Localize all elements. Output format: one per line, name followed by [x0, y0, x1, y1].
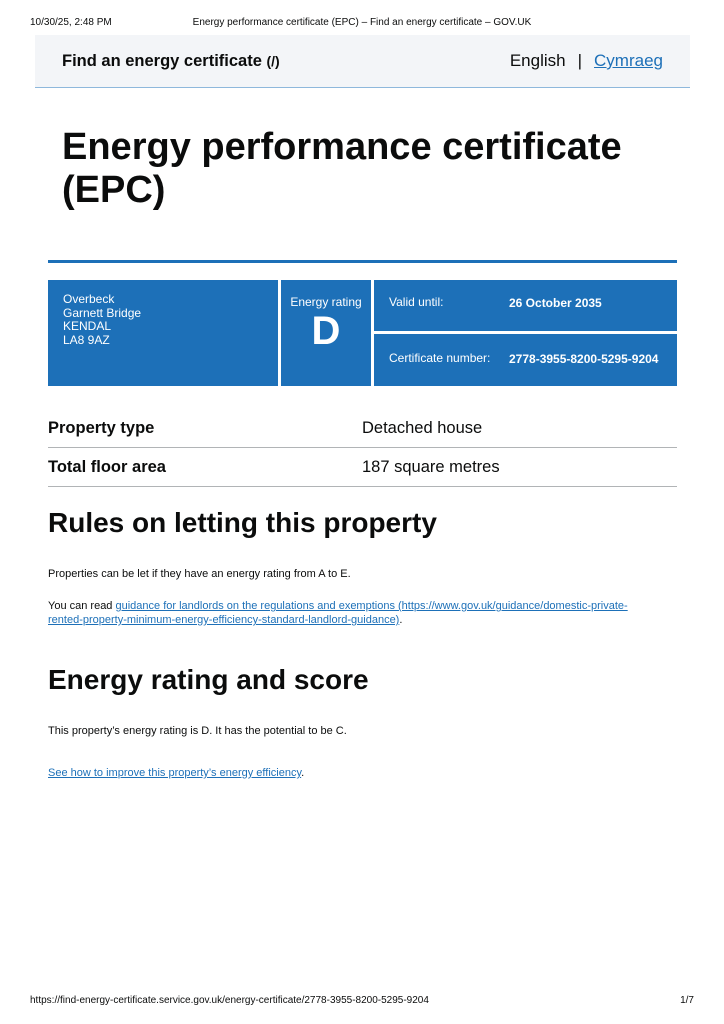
guidance-suffix: . [399, 614, 403, 626]
property-address: Overbeck Garnett Bridge KENDAL LA8 9AZ [48, 280, 278, 386]
valid-until-value: 26 October 2035 [509, 296, 602, 310]
landlord-guidance-link[interactable]: guidance for landlords on the regulation… [48, 600, 628, 626]
property-type-label: Property type [48, 418, 155, 437]
service-name: Find an energy certificate [62, 51, 262, 70]
property-details: Property type Detached house Total floor… [48, 409, 677, 487]
letting-heading: Rules on letting this property [48, 507, 437, 538]
service-link-url: (/) [266, 52, 280, 69]
print-header: 10/30/25, 2:48 PM Energy performance cer… [30, 17, 694, 28]
floor-area-row: Total floor area 187 square metres [48, 448, 677, 487]
energy-rating-box: Energy rating D [281, 280, 371, 386]
print-url: https://find-energy-certificate.service.… [30, 995, 429, 1006]
site-header: Find an energy certificate (/) English |… [35, 35, 690, 88]
address-line: LA8 9AZ [63, 332, 110, 347]
floor-area-label: Total floor area [48, 457, 166, 476]
certificate-number-label: Certificate number: [389, 350, 491, 365]
print-title: Energy performance certificate (EPC) – F… [192, 17, 532, 28]
page-title: Energy performance certificate (EPC) [62, 126, 622, 211]
floor-area-value: 187 square metres [362, 457, 500, 476]
service-name-link[interactable]: Find an energy certificate (/) [62, 52, 280, 71]
address-line: Overbeck [63, 292, 115, 306]
address-line: KENDAL [63, 319, 112, 333]
certificate-details: Valid until: 26 October 2035 Certificate… [374, 280, 677, 386]
valid-until-label: Valid until: [389, 295, 444, 309]
energy-rating-label: Energy rating [290, 295, 362, 309]
rating-paragraph: This property’s energy rating is D. It h… [48, 725, 347, 737]
certificate-number-row: Certificate number: 2778-3955-8200-5295-… [374, 333, 677, 386]
property-type-row: Property type Detached house [48, 409, 677, 448]
improve-paragraph: See how to improve this property’s energ… [48, 766, 658, 780]
valid-until-row: Valid until: 26 October 2035 [374, 280, 677, 331]
property-type-value: Detached house [362, 418, 483, 437]
letting-paragraph: Properties can be let if they have an en… [48, 568, 351, 580]
address-line: Garnett Bridge [63, 305, 142, 320]
lang-separator: | [577, 51, 583, 70]
section-divider [48, 260, 677, 263]
print-page-number: 1/7 [680, 995, 694, 1006]
lang-english: English [509, 51, 566, 70]
improve-suffix: . [301, 767, 305, 779]
letting-guidance-paragraph: You can read guidance for landlords on t… [48, 599, 658, 627]
energy-rating-letter: D [311, 309, 341, 353]
print-datetime: 10/30/25, 2:48 PM [30, 17, 112, 28]
language-switcher: English | Cymraeg [510, 51, 663, 71]
lang-cymraeg-link[interactable]: Cymraeg [594, 51, 663, 70]
rating-heading: Energy rating and score [48, 664, 369, 695]
guidance-prefix: You can read [48, 600, 116, 612]
improve-efficiency-link[interactable]: See how to improve this property’s energ… [48, 767, 302, 779]
print-footer: https://find-energy-certificate.service.… [30, 995, 694, 1006]
certificate-number-value: 2778-3955-8200-5295-9204 [509, 351, 659, 366]
epc-summary: Overbeck Garnett Bridge KENDAL LA8 9AZ E… [48, 280, 677, 386]
